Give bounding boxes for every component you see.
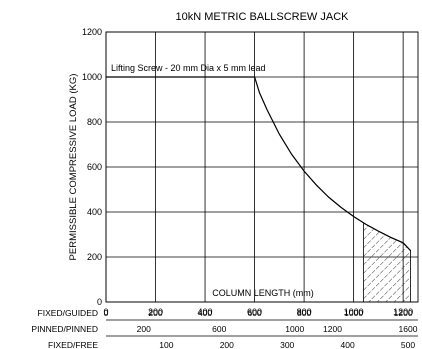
scale-tick-label: 200 xyxy=(148,308,162,318)
load-curve xyxy=(106,76,412,252)
scale-label: FIXED/GUIDED xyxy=(38,308,98,318)
scale-label: FIXED/FREE xyxy=(48,340,98,349)
scale-label: PINNED/PINNED xyxy=(31,324,98,334)
y-tick-label: 800 xyxy=(87,117,102,127)
scale-tick-label: 500 xyxy=(401,340,415,349)
y-tick-label: 1200 xyxy=(82,27,102,37)
x-tick-label: 0 xyxy=(103,307,108,317)
x-tick-label: 800 xyxy=(297,307,312,317)
x-tick-label: 600 xyxy=(247,307,262,317)
scale-tick-label: 400 xyxy=(341,340,355,349)
curve-annotation: Lifting Screw - 20 mm Dia x 5 mm lead xyxy=(111,63,266,73)
y-tick-label: 0 xyxy=(97,297,102,307)
chart-title: 10kN METRIC BALLSCREW JACK xyxy=(176,11,350,23)
scale-tick-label: 300 xyxy=(280,340,294,349)
y-tick-label: 600 xyxy=(87,162,102,172)
scale-tick-label: 1200 xyxy=(394,308,413,318)
x-tick-label: 1200 xyxy=(393,307,413,317)
scale-tick-label: 800 xyxy=(297,308,311,318)
y-tick-label: 1000 xyxy=(82,72,102,82)
scale-tick-label: 600 xyxy=(212,324,226,334)
plot-frame xyxy=(105,31,419,303)
scale-tick-label: 400 xyxy=(198,308,212,318)
scale-tick-label: 1000 xyxy=(344,308,363,318)
x-tick-label: 1000 xyxy=(344,307,364,317)
scale-tick-label: 1000 xyxy=(285,324,304,334)
x-tick-label: 400 xyxy=(198,307,213,317)
x-axis-label: COLUMN LENGTH (mm) xyxy=(212,288,314,298)
y-tick-label: 400 xyxy=(87,207,102,217)
x-tick-label: 200 xyxy=(148,307,163,317)
scale-tick-label: 200 xyxy=(220,340,234,349)
scale-tick-label: 200 xyxy=(137,324,151,334)
scale-tick-label: 100 xyxy=(159,340,173,349)
scale-tick-label: 1200 xyxy=(323,324,342,334)
scale-tick-label: 600 xyxy=(247,308,261,318)
scale-tick-label: 0 xyxy=(104,308,109,318)
scale-tick-label: 1600 xyxy=(399,324,418,334)
y-tick-label: 200 xyxy=(87,252,102,262)
y-axis-label: PERMISSIBLE COMPRESSIVE LOAD (KG) xyxy=(68,74,79,261)
